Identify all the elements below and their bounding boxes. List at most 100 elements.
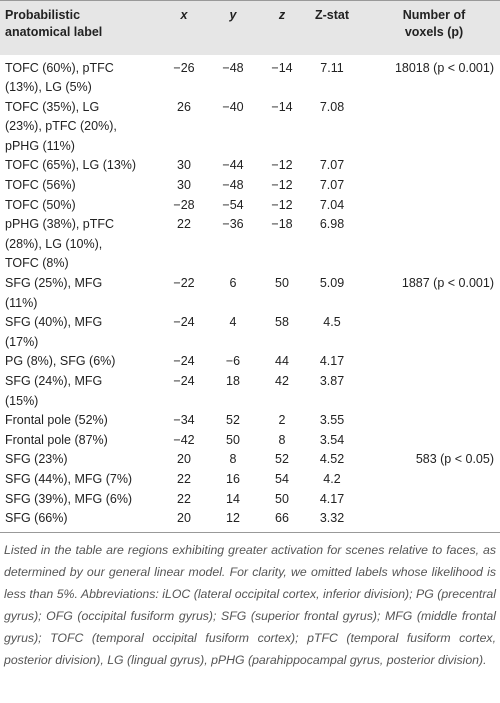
zstat-cell: 7.07	[319, 158, 345, 173]
label-cell: SFG (25%), MFG (11%)	[0, 274, 160, 313]
voxels-cell	[358, 411, 500, 431]
z-cell: 66	[275, 511, 289, 526]
label-line: (28%), LG (10%),	[5, 236, 103, 251]
y-cell: −40	[222, 99, 244, 114]
y-cell: −44	[222, 158, 244, 173]
z-cell: 44	[275, 354, 289, 369]
label-cell: TOFC (50%)	[0, 196, 160, 216]
y-cell: −54	[222, 197, 244, 212]
voxels-cell: 583 (p < 0.05)	[415, 452, 494, 467]
label-line: pPHG (11%)	[5, 138, 75, 153]
label-line: SFG (25%), MFG	[5, 276, 103, 291]
label-line: SFG (40%), MFG	[5, 315, 103, 330]
table-row: Frontal pole (52%) −34 52 2 3.55	[0, 411, 500, 431]
header-zstat: Z-stat	[314, 8, 350, 22]
label-cell: SFG (44%), MFG (7%)	[0, 470, 160, 490]
zstat-cell: 3.87	[319, 374, 345, 388]
label-cell: PG (8%), SFG (6%)	[0, 352, 160, 372]
voxels-cell: 1887 (p < 0.001)	[401, 276, 494, 291]
label-cell: TOFC (35%), LG (23%), pTFC (20%), pPHG (11…	[0, 98, 160, 157]
voxels-cell	[358, 431, 500, 451]
table-header: Probabilistic anatomical label x y z Z-s…	[0, 0, 500, 55]
y-cell: 18	[226, 374, 240, 388]
zstat-cell: 7.07	[319, 178, 345, 193]
table-row: SFG (44%), MFG (7%) 22 16 54 4.2	[0, 470, 500, 490]
x-cell: 30	[177, 178, 191, 193]
label-cell: SFG (39%), MFG (6%)	[0, 490, 160, 510]
label-cell: TOFC (65%), LG (13%)	[0, 156, 160, 176]
z-cell: −18	[271, 217, 293, 232]
header-z: z	[278, 8, 286, 22]
table-row: SFG (25%), MFG (11%) −22 6 50 5.09 1887 (p < 0…	[0, 274, 500, 313]
z-cell: −14	[271, 60, 293, 75]
label-cell: Frontal pole (52%)	[0, 411, 160, 431]
header-y: y	[229, 8, 237, 22]
label-line: Frontal pole (87%)	[5, 432, 108, 447]
zstat-cell: 7.08	[319, 99, 345, 114]
label-line: TOFC (60%), pTFC	[5, 60, 114, 75]
label-cell: SFG (40%), MFG (17%)	[0, 313, 160, 352]
voxels-cell	[358, 313, 500, 352]
label-line: TOFC (50%)	[5, 197, 76, 212]
zstat-cell: 7.04	[319, 197, 345, 212]
y-cell: 12	[226, 511, 240, 526]
y-cell: −36	[222, 217, 244, 232]
y-cell: −48	[222, 178, 244, 193]
voxels-cell	[358, 490, 500, 510]
label-line: TOFC (35%), LG	[5, 99, 100, 114]
voxels-cell	[358, 215, 500, 274]
z-cell: −12	[271, 197, 293, 212]
y-cell: 14	[226, 491, 240, 506]
zstat-cell: 6.98	[319, 217, 345, 232]
table-row: Frontal pole (87%) −42 50 8 3.54	[0, 431, 500, 451]
label-line: TOFC (56%)	[5, 178, 76, 193]
table-row: TOFC (50%) −28 −54 −12 7.04	[0, 196, 500, 216]
results-table: Probabilistic anatomical label x y z Z-s…	[0, 0, 500, 533]
label-cell: TOFC (56%)	[0, 176, 160, 196]
table-body: TOFC (60%), pTFC (13%), LG (5%) −26 −48 −14 7…	[0, 55, 500, 533]
zstat-cell: 3.32	[319, 511, 345, 526]
y-cell: 6	[229, 276, 237, 291]
x-cell: −24	[173, 374, 195, 388]
zstat-cell: 3.55	[319, 413, 345, 428]
zstat-cell: 7.11	[320, 60, 344, 75]
table-row: pPHG (38%), pTFC (28%), LG (10%), TOFC (8%…	[0, 215, 500, 274]
table-row: TOFC (56%) 30 −48 −12 7.07	[0, 176, 500, 196]
voxels-cell	[358, 372, 500, 411]
label-line: SFG (23%)	[5, 452, 68, 467]
z-cell: 54	[275, 471, 289, 486]
zstat-cell: 5.09	[319, 276, 345, 291]
label-cell: SFG (23%)	[0, 450, 160, 470]
label-line: pPHG (38%), pTFC	[5, 217, 115, 232]
header-voxels: Number of voxels (p)	[402, 8, 466, 39]
header-label: Probabilistic anatomical label	[5, 8, 103, 39]
label-line: TOFC (8%)	[5, 256, 69, 271]
label-line: SFG (44%), MFG (7%)	[5, 471, 133, 486]
x-cell: −42	[173, 432, 195, 447]
x-cell: −34	[173, 413, 195, 428]
table-note: Listed in the table are regions exhibiti…	[4, 542, 496, 667]
x-cell: 22	[177, 217, 191, 232]
label-line: Frontal pole (52%)	[5, 413, 108, 428]
table-row: TOFC (35%), LG (23%), pTFC (20%), pPHG (11…	[0, 98, 500, 157]
label-cell: SFG (66%)	[0, 509, 160, 532]
z-cell: 58	[275, 315, 289, 330]
z-cell: −12	[271, 178, 293, 193]
label-line: PG (8%), SFG (6%)	[5, 354, 116, 369]
x-cell: −22	[173, 276, 195, 291]
label-cell: pPHG (38%), pTFC (28%), LG (10%), TOFC (8%…	[0, 215, 160, 274]
zstat-cell: 4.5	[323, 315, 341, 330]
z-cell: −12	[271, 158, 293, 173]
label-line: (23%), pTFC (20%),	[5, 119, 117, 134]
table-row: SFG (23%) 20 8 52 4.52 583 (p < 0.05)	[0, 450, 500, 470]
voxels-cell	[358, 196, 500, 216]
voxels-cell	[358, 352, 500, 372]
y-cell: 4	[229, 315, 237, 330]
x-cell: 20	[177, 452, 191, 467]
z-cell: 50	[275, 276, 289, 291]
x-cell: 26	[177, 99, 191, 114]
x-cell: −28	[173, 197, 195, 212]
z-cell: 2	[278, 413, 286, 428]
z-cell: −14	[271, 99, 293, 114]
z-cell: 8	[278, 432, 286, 447]
